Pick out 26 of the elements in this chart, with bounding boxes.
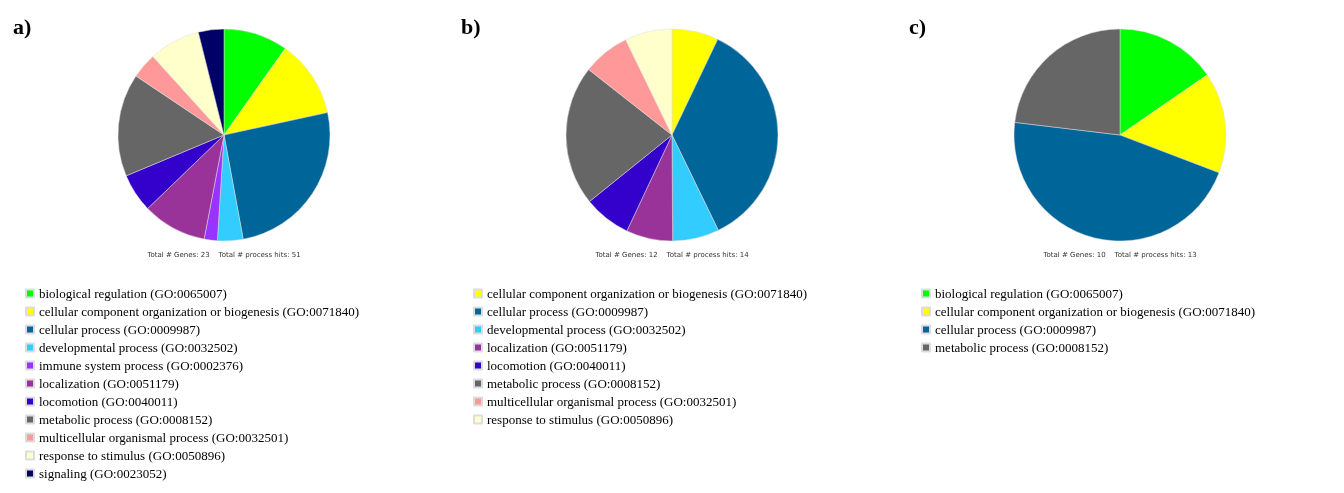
legend-label: developmental process (GO:0032502) xyxy=(39,340,238,355)
chart-title: b) xyxy=(461,13,481,39)
legend-label: biological regulation (GO:0065007) xyxy=(935,286,1123,301)
legend-label: cellular component organization or biogenesis (GO:0071840) xyxy=(935,304,1255,319)
legend-label: cellular component organization or biogenesis (GO:0071840) xyxy=(39,304,359,319)
legend-label: biological regulation (GO:0065007) xyxy=(39,286,227,301)
legend-label: multicellular organismal process (GO:0032501) xyxy=(39,430,289,445)
legend-label: multicellular organismal process (GO:0032501) xyxy=(487,394,737,409)
legend-label: metabolic process (GO:0008152) xyxy=(487,376,661,391)
legend-label: cellular component organization or biogenesis (GO:0071840) xyxy=(487,286,807,301)
legend-label: response to stimulus (GO:0050896) xyxy=(39,448,225,463)
legend-label: metabolic process (GO:0008152) xyxy=(935,340,1109,355)
legend-label: response to stimulus (GO:0050896) xyxy=(487,412,673,427)
legend-label: immune system process (GO:0002376) xyxy=(39,358,244,373)
legend-label: metabolic process (GO:0008152) xyxy=(39,412,213,427)
legend-label: cellular process (GO:0009987) xyxy=(487,304,649,319)
legend-label: cellular process (GO:0009987) xyxy=(935,322,1097,337)
legend-label: developmental process (GO:0032502) xyxy=(487,322,686,337)
legend-label: locomotion (GO:0040011) xyxy=(487,358,626,373)
legend-label: localization (GO:0051179) xyxy=(487,340,627,355)
chart-title: c) xyxy=(909,13,927,39)
legend-label: cellular process (GO:0009987) xyxy=(39,322,201,337)
chart-title: a) xyxy=(13,13,32,39)
legend-label: locomotion (GO:0040011) xyxy=(39,394,178,409)
legend-label: localization (GO:0051179) xyxy=(39,376,179,391)
legend-label: signaling (GO:0023052) xyxy=(39,466,167,481)
